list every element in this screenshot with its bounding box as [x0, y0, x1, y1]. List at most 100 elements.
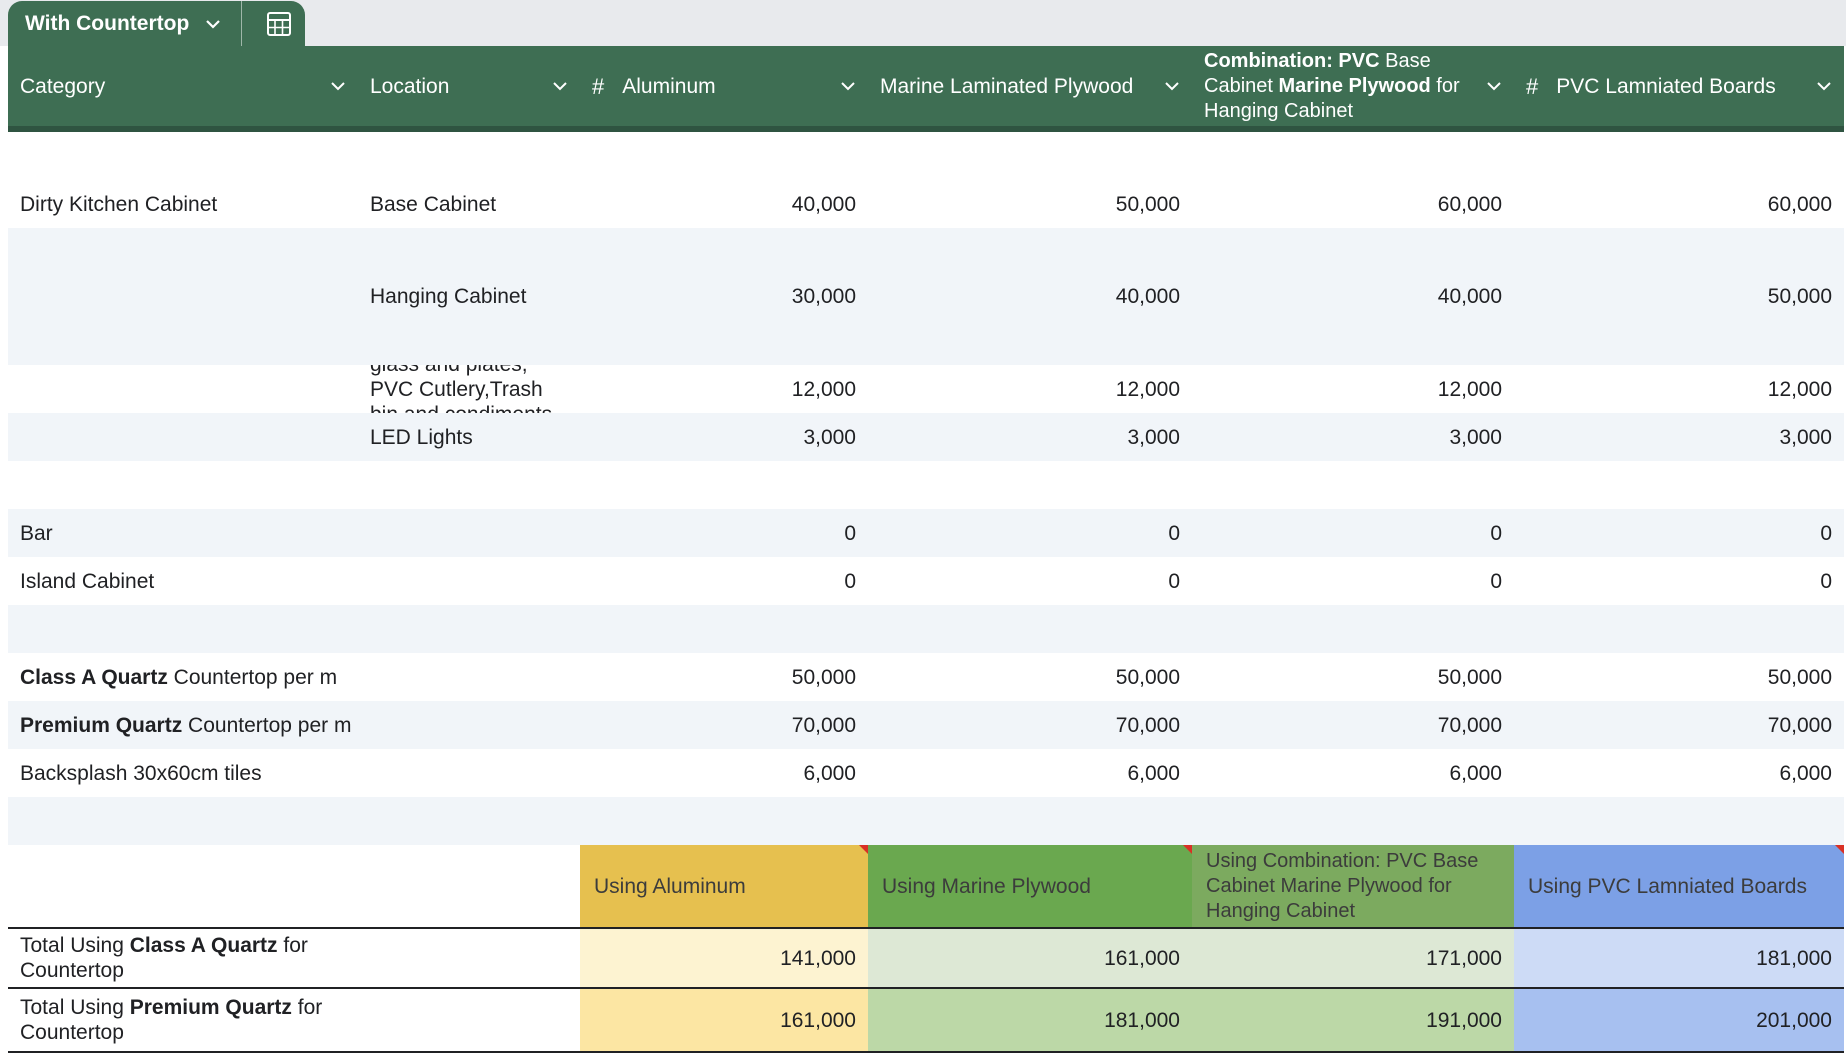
cell-aluminum[interactable]: [580, 797, 868, 845]
cell-combination[interactable]: 40,000: [1192, 228, 1514, 365]
chevron-down-icon[interactable]: [1484, 76, 1504, 96]
calculator-icon[interactable]: [265, 11, 293, 37]
cell-marine[interactable]: 0: [868, 557, 1192, 605]
total-marine[interactable]: 161,000: [868, 929, 1192, 989]
cell-location[interactable]: [358, 749, 580, 797]
cell-aluminum[interactable]: 3,000: [580, 413, 868, 461]
column-header-combination[interactable]: Combination: PVC Base Cabinet Marine Ply…: [1192, 46, 1514, 132]
column-header-location[interactable]: Location: [358, 46, 580, 132]
cell-combination[interactable]: [1192, 797, 1514, 845]
cell-marine[interactable]: 3,000: [868, 413, 1192, 461]
table-name-chip[interactable]: With Countertop: [8, 1, 305, 47]
cell-marine[interactable]: [868, 461, 1192, 509]
cell-category[interactable]: [8, 228, 358, 365]
column-header-aluminum[interactable]: # Aluminum: [580, 46, 868, 132]
cell-location[interactable]: [358, 461, 580, 509]
total-label-premium[interactable]: Total Using Premium Quartz for Counterto…: [8, 989, 580, 1053]
cell-pvc[interactable]: 0: [1514, 557, 1844, 605]
chevron-down-icon[interactable]: [838, 76, 858, 96]
chevron-down-icon[interactable]: [328, 76, 348, 96]
cell-pvc[interactable]: [1514, 797, 1844, 845]
cell-aluminum[interactable]: 12,000: [580, 365, 868, 413]
cell-marine[interactable]: 70,000: [868, 701, 1192, 749]
summary-header-pvc[interactable]: Using PVC Lamniated Boards: [1514, 845, 1844, 929]
cell-pvc[interactable]: 12,000: [1514, 365, 1844, 413]
cell-combination[interactable]: [1192, 461, 1514, 509]
cell-pvc[interactable]: 50,000: [1514, 653, 1844, 701]
cell-location[interactable]: Hanging Cabinet: [358, 228, 580, 365]
cell-combination[interactable]: 3,000: [1192, 413, 1514, 461]
chevron-down-icon[interactable]: [1162, 76, 1182, 96]
cell-combination[interactable]: 50,000: [1192, 653, 1514, 701]
cell-location[interactable]: Base Cabinet: [358, 180, 580, 228]
cell-marine[interactable]: 6,000: [868, 749, 1192, 797]
cell-aluminum[interactable]: 30,000: [580, 228, 868, 365]
cell-aluminum[interactable]: 6,000: [580, 749, 868, 797]
cell-category[interactable]: [8, 797, 358, 845]
cell-combination[interactable]: 60,000: [1192, 180, 1514, 228]
cell-marine[interactable]: 50,000: [868, 180, 1192, 228]
total-pvc[interactable]: 181,000: [1514, 929, 1844, 989]
total-aluminum[interactable]: 141,000: [580, 929, 868, 989]
cell-pvc[interactable]: 3,000: [1514, 413, 1844, 461]
cell-pvc[interactable]: 50,000: [1514, 228, 1844, 365]
summary-header-blank[interactable]: [8, 845, 580, 929]
column-header-category[interactable]: Category: [8, 46, 358, 132]
cell-aluminum[interactable]: 0: [580, 509, 868, 557]
cell-category[interactable]: Premium Quartz Countertop per m: [8, 701, 358, 749]
cell-aluminum[interactable]: [580, 605, 868, 653]
cell-category[interactable]: Bar: [8, 509, 358, 557]
cell-category[interactable]: Island Cabinet: [8, 557, 358, 605]
cell-location[interactable]: [358, 605, 580, 653]
cell-pvc[interactable]: 0: [1514, 509, 1844, 557]
cell-marine[interactable]: [868, 605, 1192, 653]
cell-pvc[interactable]: 60,000: [1514, 180, 1844, 228]
total-marine[interactable]: 181,000: [868, 989, 1192, 1053]
cell-aluminum[interactable]: 50,000: [580, 653, 868, 701]
chevron-down-icon[interactable]: [205, 14, 225, 34]
cell-pvc[interactable]: [1514, 461, 1844, 509]
cell-aluminum[interactable]: 70,000: [580, 701, 868, 749]
cell-location[interactable]: [358, 509, 580, 557]
cell-pvc[interactable]: 6,000: [1514, 749, 1844, 797]
cell-pvc[interactable]: 70,000: [1514, 701, 1844, 749]
comment-indicator[interactable]: [1183, 845, 1192, 854]
cell-category[interactable]: [8, 365, 358, 413]
cell-category[interactable]: [8, 605, 358, 653]
cell-aluminum[interactable]: 40,000: [580, 180, 868, 228]
column-header-pvc[interactable]: # PVC Lamniated Boards: [1514, 46, 1844, 132]
total-combination[interactable]: 171,000: [1192, 929, 1514, 989]
comment-indicator[interactable]: [1835, 845, 1844, 854]
comment-indicator[interactable]: [859, 845, 868, 854]
cell-location[interactable]: [358, 557, 580, 605]
cell-category[interactable]: Dirty Kitchen Cabinet: [8, 180, 358, 228]
cell-combination[interactable]: 70,000: [1192, 701, 1514, 749]
total-label-class-a[interactable]: Total Using Class A Quartz for Counterto…: [8, 929, 580, 989]
cell-combination[interactable]: 6,000: [1192, 749, 1514, 797]
column-header-marine[interactable]: Marine Laminated Plywood: [868, 46, 1192, 132]
cell-marine[interactable]: 12,000: [868, 365, 1192, 413]
cell-marine[interactable]: 0: [868, 509, 1192, 557]
cell-marine[interactable]: 50,000: [868, 653, 1192, 701]
summary-header-aluminum[interactable]: Using Aluminum: [580, 845, 868, 929]
cell-combination[interactable]: [1192, 605, 1514, 653]
cell-aluminum[interactable]: [580, 461, 868, 509]
total-pvc[interactable]: 201,000: [1514, 989, 1844, 1053]
chevron-down-icon[interactable]: [550, 76, 570, 96]
cell-category[interactable]: [8, 461, 358, 509]
cell-category[interactable]: Class A Quartz Countertop per m: [8, 653, 358, 701]
total-combination[interactable]: 191,000: [1192, 989, 1514, 1053]
cell-marine[interactable]: 40,000: [868, 228, 1192, 365]
chevron-down-icon[interactable]: [1814, 76, 1834, 96]
summary-header-marine[interactable]: Using Marine Plywood: [868, 845, 1192, 929]
cell-combination[interactable]: 0: [1192, 557, 1514, 605]
cell-location[interactable]: LED Lights: [358, 413, 580, 461]
cell-location[interactable]: [358, 701, 580, 749]
total-aluminum[interactable]: 161,000: [580, 989, 868, 1053]
summary-header-combination[interactable]: Using Combination: PVC Base Cabinet Mari…: [1192, 845, 1514, 929]
cell-aluminum[interactable]: 0: [580, 557, 868, 605]
cell-marine[interactable]: [868, 797, 1192, 845]
cell-category[interactable]: [8, 413, 358, 461]
cell-location[interactable]: Stainles pullouts glass and plates, PVC …: [358, 365, 580, 413]
cell-combination[interactable]: 12,000: [1192, 365, 1514, 413]
